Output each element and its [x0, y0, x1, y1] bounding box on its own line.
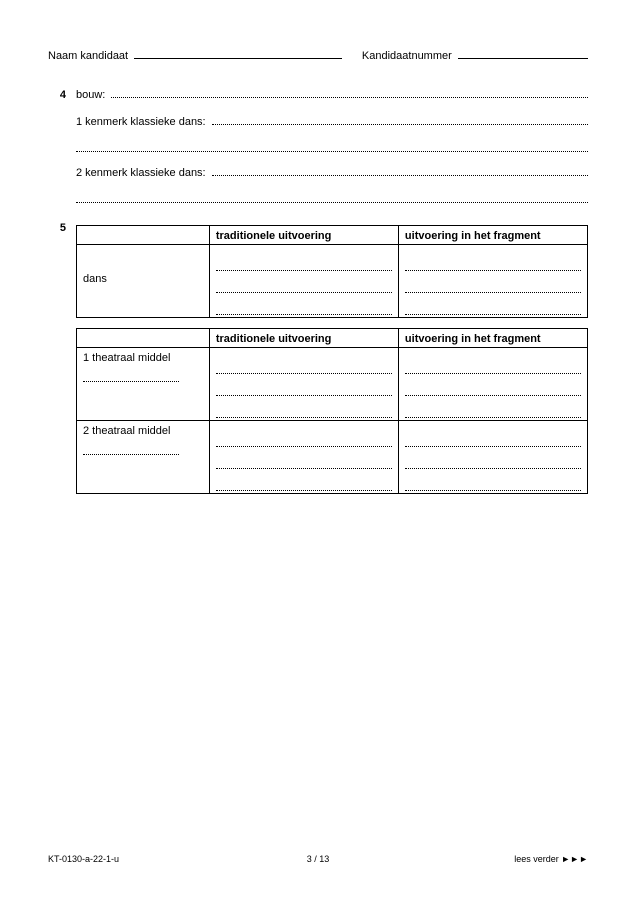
answer-line[interactable] [111, 88, 588, 98]
answer-line[interactable] [76, 193, 588, 203]
number-line[interactable] [458, 58, 588, 59]
footer-center: 3 / 13 [48, 854, 588, 864]
name-line[interactable] [134, 58, 342, 59]
footer: KT-0130-a-22-1-u 3 / 13 lees verder ►►► [48, 854, 588, 864]
q6-col0 [77, 329, 210, 348]
footer-right: lees verder ►►► [514, 854, 588, 864]
q4-k1-label: 1 kenmerk klassieke dans: [76, 116, 206, 128]
q6-col2: uitvoering in het fragment [398, 329, 587, 348]
q4-k2-label: 2 kenmerk klassieke dans: [76, 167, 206, 179]
q4-bouw-label: bouw: [76, 89, 105, 101]
q5-col0 [77, 226, 210, 245]
q5-row-dans: dans [77, 245, 210, 318]
question-number-5: 5 [48, 221, 76, 234]
answer-line[interactable] [212, 115, 588, 125]
number-label: Kandidaatnummer [362, 50, 452, 62]
question-number-4: 4 [48, 88, 76, 101]
answer-cell[interactable] [398, 245, 587, 318]
q5-col2: uitvoering in het fragment [398, 226, 587, 245]
answer-line[interactable] [212, 166, 588, 176]
answer-cell[interactable] [209, 348, 398, 421]
q6-table: traditionele uitvoering uitvoering in he… [76, 328, 588, 494]
answer-cell[interactable] [209, 421, 398, 494]
q5-col1: traditionele uitvoering [209, 226, 398, 245]
q6-col1: traditionele uitvoering [209, 329, 398, 348]
answer-cell[interactable] [398, 348, 587, 421]
answer-line[interactable] [76, 142, 588, 152]
q5-table: traditionele uitvoering uitvoering in he… [76, 225, 588, 318]
answer-cell[interactable] [398, 421, 587, 494]
name-label: Naam kandidaat [48, 50, 128, 62]
q6-row1[interactable]: 1 theatraal middel [77, 348, 210, 421]
footer-left: KT-0130-a-22-1-u [48, 854, 119, 864]
q6-row2[interactable]: 2 theatraal middel [77, 421, 210, 494]
answer-cell[interactable] [209, 245, 398, 318]
header: Naam kandidaat Kandidaatnummer [48, 50, 588, 62]
